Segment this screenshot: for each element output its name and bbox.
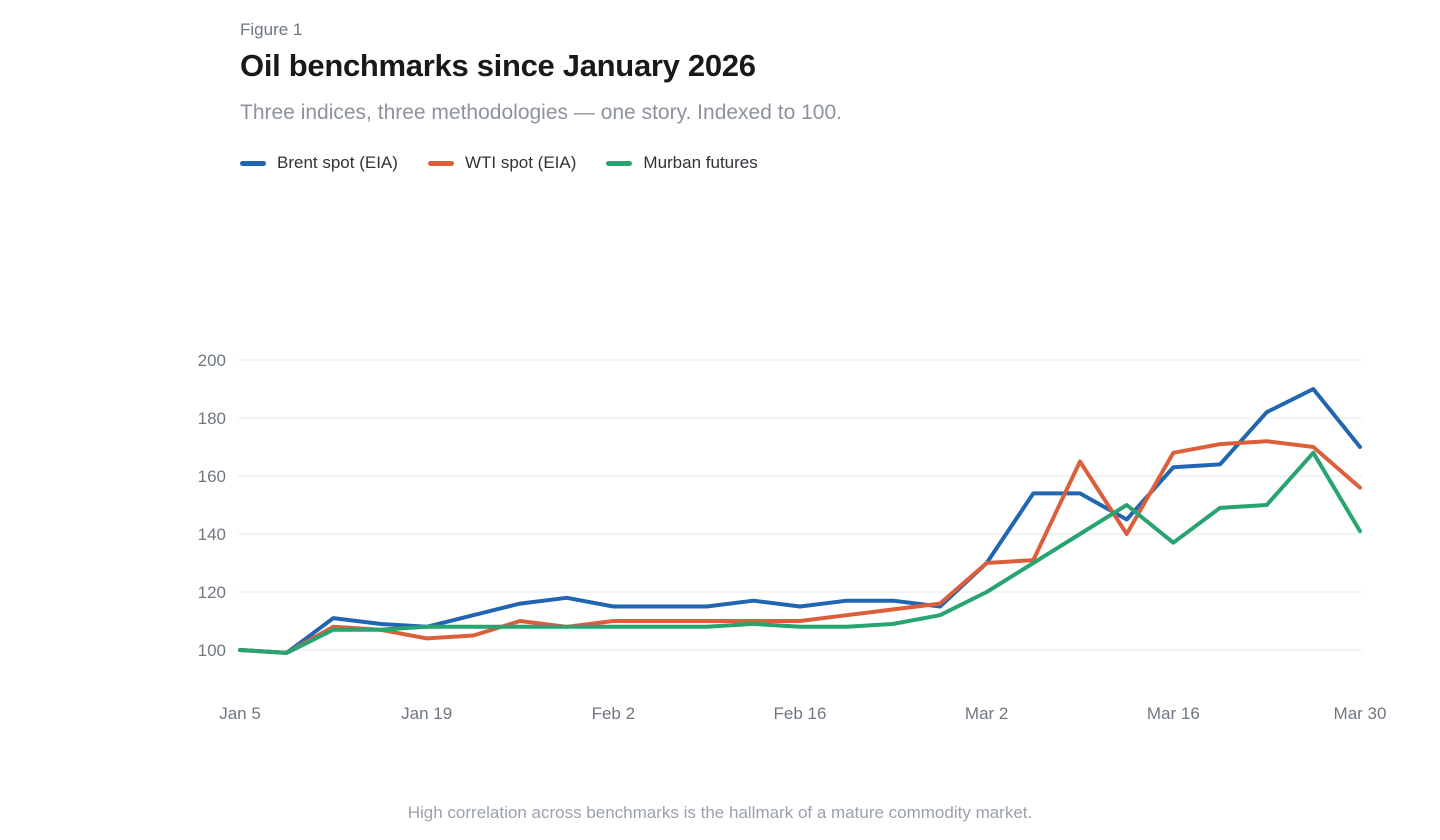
series-line-wti [238,439,1362,655]
y-tick-label-160: 160 [198,467,226,486]
legend-label-murban: Murban futures [643,153,758,172]
chart-legend: Brent spot (EIA) WTI spot (EIA) Murban fut… [240,153,758,173]
legend-swatch-murban [606,160,633,166]
x-tick-label-3: Feb 16 [774,704,827,723]
legend-swatch-brent [240,160,266,166]
legend-swatch-wti [427,160,454,166]
figure-title: Oil benchmarks since January 2026 [240,48,756,83]
series-line-murban [238,450,1362,655]
legend-label-brent: Brent spot (EIA) [277,153,398,172]
y-tick-label-120: 120 [198,583,226,602]
x-tick-label-1: Jan 19 [401,704,452,723]
x-tick-label-4: Mar 2 [965,704,1008,723]
legend-item-brent: Brent spot (EIA) [240,153,398,173]
legend-item-murban: Murban futures [606,153,758,173]
x-tick-label-2: Feb 2 [592,704,635,723]
legend-label-wti: WTI spot (EIA) [464,153,577,172]
y-tick-label-180: 180 [198,409,226,428]
y-tick-label-100: 100 [198,641,226,660]
figure-footnote: High correlation across benchmarks is th… [407,803,1033,822]
y-tick-label-140: 140 [198,525,226,544]
x-tick-label-6: Mar 30 [1334,704,1387,723]
figure-subtitle: Three indices, three methodologies — one… [240,101,842,124]
legend-item-wti: WTI spot (EIA) [427,153,577,173]
series-line-brent [238,387,1362,655]
x-tick-label-0: Jan 5 [219,704,261,723]
figure-eyebrow: Figure 1 [240,20,303,39]
y-tick-label-200: 200 [198,351,226,370]
x-tick-label-5: Mar 16 [1147,704,1200,723]
